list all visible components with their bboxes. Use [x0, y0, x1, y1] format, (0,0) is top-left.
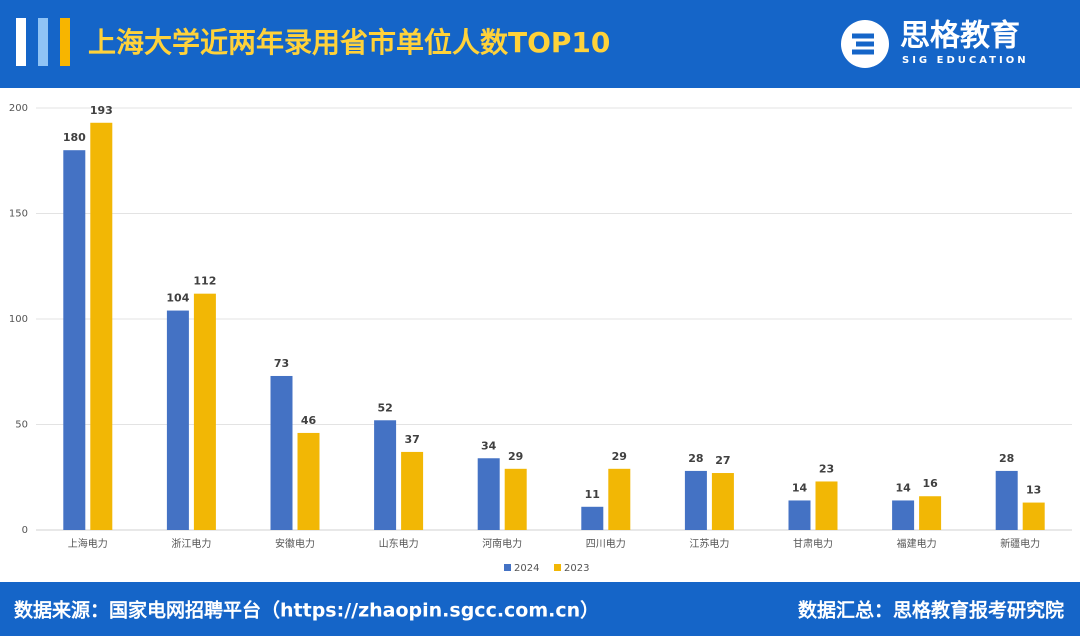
x-tick-label: 上海电力 [68, 537, 108, 550]
x-tick-label: 安徽电力 [275, 537, 315, 550]
footer-summary: 数据汇总：思格教育报考研究院 [798, 599, 1064, 622]
x-tick-label: 福建电力 [897, 537, 937, 550]
value-label: 29 [612, 450, 627, 463]
bar [504, 468, 527, 530]
bar [166, 310, 189, 530]
x-tick-label: 江苏电力 [689, 537, 729, 550]
y-tick-label: 0 [22, 525, 28, 536]
value-label: 52 [377, 401, 392, 414]
value-label: 11 [585, 488, 600, 501]
value-label: 193 [90, 104, 113, 117]
value-label: 28 [999, 452, 1014, 465]
y-tick-label: 50 [15, 420, 28, 431]
chart: 0 50 100 150 200 上海电力 180 193 浙江电力 104 112 安徽电力 73 46… [9, 103, 1072, 574]
x-tick-label: 浙江电力 [171, 537, 211, 550]
value-label: 104 [166, 292, 189, 305]
header-stripe [60, 18, 70, 66]
bar [581, 506, 604, 530]
bar [995, 470, 1018, 530]
bar [193, 293, 216, 530]
logo-name: 思格教育 [900, 19, 1020, 54]
value-label: 16 [922, 477, 938, 490]
value-label: 14 [792, 481, 808, 494]
bar [815, 481, 838, 530]
bar [270, 375, 293, 530]
bar [892, 500, 915, 530]
bar [684, 470, 707, 530]
value-label: 37 [404, 433, 419, 446]
value-label: 180 [63, 131, 86, 144]
bar [711, 473, 734, 530]
bar [374, 420, 397, 530]
logo-icon-mark [852, 33, 874, 55]
header-stripe [38, 18, 48, 66]
bar [919, 496, 942, 530]
value-label: 23 [819, 462, 834, 475]
header-band [0, 0, 1080, 88]
bar [477, 458, 500, 530]
bar [401, 451, 424, 530]
legend-swatch [504, 564, 511, 571]
x-tick-label: 甘肃电力 [793, 537, 833, 550]
logo-sub: SIG EDUCATION [902, 55, 1029, 66]
value-label: 27 [715, 454, 730, 467]
bar [63, 150, 86, 530]
footer-source: 数据来源：国家电网招聘平台（https://zhaopin.sgcc.com.c… [14, 599, 599, 622]
footer-band [0, 582, 1080, 636]
legend-label: 2024 [514, 563, 539, 574]
bar [90, 122, 113, 531]
legend-swatch [554, 564, 561, 571]
y-tick-label: 150 [9, 209, 28, 220]
value-label: 34 [481, 439, 497, 452]
title: 上海大学近两年录用省市单位人数TOP10 [88, 26, 610, 59]
value-label: 29 [508, 450, 523, 463]
value-label: 46 [301, 414, 317, 427]
value-label: 112 [193, 275, 216, 288]
value-label: 13 [1026, 484, 1041, 497]
value-label: 14 [895, 481, 911, 494]
logo: 思格教育 SIG EDUCATION [841, 19, 1029, 68]
x-tick-label: 四川电力 [586, 537, 626, 550]
header-stripe [16, 18, 26, 66]
bar [297, 432, 320, 530]
x-tick-label: 山东电力 [379, 537, 419, 550]
legend-label: 2023 [564, 563, 589, 574]
bar [608, 468, 631, 530]
x-tick-label: 河南电力 [482, 537, 522, 550]
x-tick-label: 新疆电力 [1000, 537, 1040, 550]
value-label: 28 [688, 452, 703, 465]
y-tick-label: 100 [9, 314, 28, 325]
value-label: 73 [274, 357, 289, 370]
bar [1022, 502, 1045, 530]
y-tick-label: 200 [9, 103, 28, 114]
bar [788, 500, 811, 530]
